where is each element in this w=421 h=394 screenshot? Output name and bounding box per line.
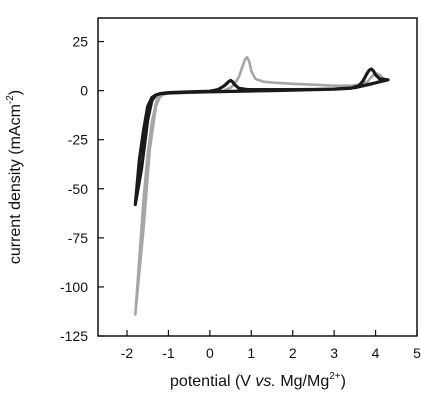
x-axis-label-italic: vs. — [255, 373, 275, 390]
x-tick-label: 0 — [206, 345, 214, 361]
y-axis-label-prefix: current density (mAcm — [7, 104, 24, 264]
y-tick-label: -75 — [68, 230, 88, 246]
y-tick-label: -125 — [60, 328, 88, 344]
x-tick-label: 1 — [247, 345, 255, 361]
x-axis-label-middle: Mg/Mg — [276, 373, 329, 390]
y-tick-label: 25 — [72, 34, 88, 50]
y-axis-label-sup: -2 — [5, 95, 16, 104]
x-axis-label: potential (V vs. Mg/Mg2+) — [170, 371, 346, 390]
x-tick-label: 3 — [330, 345, 338, 361]
x-axis-label-prefix: potential (V — [170, 373, 255, 390]
plot-frame — [97, 17, 418, 337]
series-line-1 — [134, 55, 386, 316]
y-tick-label: -100 — [60, 279, 88, 295]
x-tick-label: 4 — [372, 345, 380, 361]
x-axis-label-sup: 2+ — [329, 371, 341, 382]
series-layer — [133, 55, 390, 316]
x-tick-label: -1 — [162, 345, 175, 361]
y-axis-label-suffix: ) — [7, 90, 24, 95]
y-tick-label: -50 — [68, 181, 88, 197]
x-tick-label: 5 — [413, 345, 421, 361]
x-axis-ticks: -2 -1 0 1 2 3 4 5 — [121, 330, 421, 361]
y-tick-label: 0 — [80, 83, 88, 99]
series-line-2 — [133, 67, 390, 207]
x-tick-label: -2 — [121, 345, 134, 361]
y-axis-ticks: 25 0 -25 -50 -75 -100 -125 — [60, 34, 104, 344]
y-axis-label: current density (mAcm-2) — [5, 90, 24, 264]
x-tick-label: 2 — [289, 345, 297, 361]
x-axis-label-suffix: ) — [341, 373, 346, 390]
y-tick-label: -25 — [68, 132, 88, 148]
